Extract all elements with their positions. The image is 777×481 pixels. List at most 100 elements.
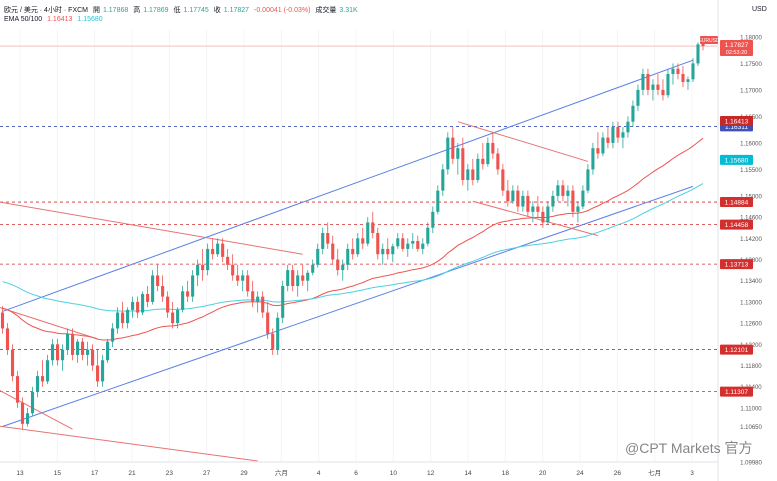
candle-body: [266, 312, 270, 334]
candle-body: [341, 264, 345, 271]
candle-body: [576, 206, 580, 212]
last-price-tag: [720, 40, 753, 57]
level-tag: [720, 344, 753, 355]
candle-body: [76, 341, 80, 355]
open-label: 開: [92, 7, 100, 14]
candle-body: [366, 222, 370, 244]
candle-body: [241, 275, 245, 281]
candle-body: [60, 349, 65, 361]
price-axis[interactable]: 1.180001.175001.170001.165001.160001.155…: [717, 0, 763, 481]
candle-body: [126, 309, 130, 324]
candle-body: [461, 148, 465, 181]
candle-body: [466, 169, 470, 181]
candle-body: [451, 137, 455, 159]
candle-body: [5, 328, 10, 350]
candle-body: [55, 344, 60, 361]
level-tag-label: 1.16311: [725, 124, 748, 131]
candle-body: [551, 195, 555, 207]
trend-line: [0, 307, 98, 340]
candle-body: [316, 248, 320, 265]
ema50-value: 1.16413: [47, 16, 73, 23]
ema50-tag: [720, 116, 753, 127]
candle-body: [0, 312, 5, 329]
ema100-line: [2, 183, 704, 312]
close-value: 1.17827: [223, 7, 250, 14]
candle-body: [391, 246, 395, 255]
ema-label: EMA 50/100: [4, 16, 43, 23]
candle-body: [151, 275, 155, 302]
time-axis[interactable]: 13 15 17 21 23 27 29 六月 4 6 10 12 14 18 20 24 26 七月 3: [0, 461, 718, 477]
candle-body: [536, 206, 540, 212]
candle-body: [246, 275, 250, 292]
candle-body: [221, 243, 225, 257]
candle-body: [30, 392, 35, 414]
candle-body: [471, 169, 475, 181]
candle-body: [441, 169, 445, 191]
channel-line: [2, 185, 694, 427]
volume-label: 成交量: [315, 7, 337, 14]
grid: [19, 30, 693, 462]
candle-body: [626, 121, 630, 133]
x-tick-label: 18: [502, 470, 510, 477]
candle-body: [261, 296, 265, 313]
candle-body: [336, 259, 340, 271]
ema100-tag: [720, 154, 753, 165]
y-tick-label: 1.14200: [740, 237, 762, 243]
candle-body: [231, 264, 235, 276]
change-value: -0.00041 (-0.03%): [254, 7, 311, 14]
candle-body: [476, 158, 480, 181]
candle-body: [131, 301, 135, 310]
level-tag-label: 1.13713: [725, 262, 749, 269]
candle-body: [541, 211, 545, 223]
x-tick-label: 23: [166, 470, 174, 477]
x-tick-label: 3: [690, 470, 694, 477]
candle-body: [86, 349, 90, 355]
candle-body: [606, 137, 610, 143]
low-value: 1.17745: [183, 7, 209, 14]
price-tags: 1.14884 1.14458 1.13713 1.12101 1.11307 1.163…: [698, 36, 753, 397]
candle-body: [356, 238, 360, 255]
candle-body: [171, 312, 175, 324]
x-tick-label: 七月: [648, 468, 661, 477]
trend-line: [472, 200, 599, 237]
level-tag-label: 1.14458: [725, 222, 749, 229]
candle-body: [176, 309, 180, 324]
trend-line: [0, 201, 303, 255]
x-tick-label: 10: [390, 470, 398, 477]
candle-body: [511, 190, 515, 202]
candle-body: [20, 402, 25, 424]
candle-body: [146, 293, 150, 302]
x-tick-label: 20: [539, 470, 547, 477]
candle-body: [81, 341, 85, 355]
candle-body: [251, 291, 255, 302]
y-tick-label: 1.11800: [740, 364, 762, 370]
candle-body: [691, 63, 695, 80]
candle-body: [616, 127, 620, 138]
candle-body: [561, 185, 565, 196]
symbol-label[interactable]: 欧元 / 美元 · 4小时 · FXCM: [4, 7, 88, 14]
candle-body: [486, 142, 490, 165]
candle-body: [611, 127, 615, 143]
horizontal-levels: [0, 45, 718, 393]
candle-body: [586, 169, 590, 191]
indicator-header[interactable]: EMA 50/100 1.16413 1.15680: [4, 16, 106, 23]
candle-body: [436, 190, 440, 212]
candle-body: [431, 211, 435, 228]
candle-body: [381, 248, 385, 255]
candle-body: [521, 195, 525, 207]
candle-body: [456, 148, 460, 159]
low-label: 低: [173, 7, 181, 14]
candle-body: [641, 73, 645, 90]
candle-body: [326, 233, 330, 244]
candle-body: [406, 243, 410, 249]
candle-body: [35, 376, 40, 393]
channel-line: [2, 59, 694, 312]
candle-body: [25, 413, 30, 424]
close-label: 收: [213, 7, 221, 14]
candle-body: [591, 148, 595, 170]
candle-body: [50, 344, 55, 361]
y-tick-label: 1.14600: [740, 216, 762, 222]
candle-body: [621, 132, 625, 138]
candle-body: [361, 238, 365, 244]
